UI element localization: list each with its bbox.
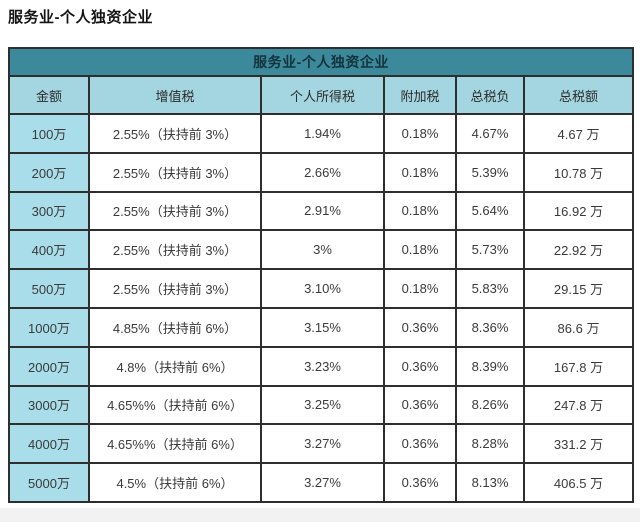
value-cell: 5.64% <box>455 190 525 232</box>
value-cell: 2.55%（扶持前 3%） <box>88 151 262 193</box>
value-cell: 8.39% <box>455 345 525 387</box>
table-row: 5000万 4.5%（扶持前 6%） 3.27% 0.36% 8.13% 406.5 万 <box>8 462 635 503</box>
value-cell: 406.5 万 <box>522 462 635 503</box>
amount-cell: 400万 <box>8 229 90 271</box>
value-cell: 8.28% <box>455 423 525 465</box>
value-cell: 0.18% <box>383 113 457 154</box>
value-cell: 0.18% <box>383 190 457 232</box>
amount-cell: 200万 <box>8 151 90 193</box>
amount-cell: 300万 <box>8 190 90 232</box>
value-cell: 4.65%%（扶持前 6%） <box>88 423 262 465</box>
value-cell: 3.23% <box>260 345 385 387</box>
value-cell: 4.67 万 <box>522 113 635 154</box>
value-cell: 4.5%（扶持前 6%） <box>88 462 262 503</box>
value-cell: 8.13% <box>455 462 525 503</box>
value-cell: 3.10% <box>260 268 385 309</box>
value-cell: 247.8 万 <box>522 384 635 426</box>
table-title-row: 服务业-个人独资企业 <box>7 47 635 77</box>
table-title: 服务业-个人独资企业 <box>7 47 635 77</box>
table-header-row: 金额 增值税 个人所得税 附加税 总税负 总税额 <box>8 75 635 115</box>
value-cell: 167.8 万 <box>522 345 635 387</box>
value-cell: 3.27% <box>260 423 385 465</box>
value-cell: 2.91% <box>260 190 385 232</box>
value-cell: 0.36% <box>383 384 457 426</box>
amount-cell: 5000万 <box>8 462 90 503</box>
column-header-0: 金额 <box>8 75 90 115</box>
value-cell: 0.18% <box>383 268 457 309</box>
value-cell: 2.55%（扶持前 3%） <box>88 190 262 232</box>
value-cell: 29.15 万 <box>522 268 635 309</box>
table-row: 300万 2.55%（扶持前 3%） 2.91% 0.18% 5.64% 16.92 万 <box>8 190 635 232</box>
value-cell: 2.66% <box>260 151 385 193</box>
value-cell: 0.36% <box>383 345 457 387</box>
value-cell: 4.65%%（扶持前 6%） <box>88 384 262 426</box>
value-cell: 1.94% <box>260 113 385 154</box>
column-header-2: 个人所得税 <box>260 75 385 115</box>
bottom-strip <box>0 508 640 522</box>
value-cell: 0.18% <box>383 151 457 193</box>
amount-cell: 3000万 <box>8 384 90 426</box>
amount-cell: 1000万 <box>8 306 90 348</box>
value-cell: 2.55%（扶持前 3%） <box>88 268 262 309</box>
value-cell: 5.39% <box>455 151 525 193</box>
page-title: 服务业-个人独资企业 <box>8 9 153 26</box>
amount-cell: 500万 <box>8 268 90 309</box>
value-cell: 10.78 万 <box>522 151 635 193</box>
table-row: 3000万 4.65%%（扶持前 6%） 3.25% 0.36% 8.26% 247.8 … <box>8 384 635 426</box>
value-cell: 8.26% <box>455 384 525 426</box>
value-cell: 3.25% <box>260 384 385 426</box>
value-cell: 5.83% <box>455 268 525 309</box>
table-row: 2000万 4.8%（扶持前 6%） 3.23% 0.36% 8.39% 167.8 万 <box>8 345 635 387</box>
table-row: 400万 2.55%（扶持前 3%） 3% 0.18% 5.73% 22.92 万 <box>8 229 635 271</box>
column-header-1: 增值税 <box>88 75 262 115</box>
value-cell: 8.36% <box>455 306 525 348</box>
value-cell: 4.85%（扶持前 6%） <box>88 306 262 348</box>
value-cell: 0.18% <box>383 229 457 271</box>
value-cell: 2.55%（扶持前 3%） <box>88 113 262 154</box>
amount-cell: 4000万 <box>8 423 90 465</box>
tax-rate-table: 服务业-个人独资企业 金额 增值税 个人所得税 附加税 总税负 总税额 100万 2.55%… <box>7 47 635 503</box>
table-row: 500万 2.55%（扶持前 3%） 3.10% 0.18% 5.83% 29.15 万 <box>8 268 635 309</box>
table-row: 1000万 4.85%（扶持前 6%） 3.15% 0.36% 8.36% 86.6 万 <box>8 306 635 348</box>
value-cell: 86.6 万 <box>522 306 635 348</box>
column-header-4: 总税负 <box>455 75 525 115</box>
value-cell: 331.2 万 <box>522 423 635 465</box>
table-row: 100万 2.55%（扶持前 3%） 1.94% 0.18% 4.67% 4.67 万 <box>8 113 635 154</box>
column-header-3: 附加税 <box>383 75 457 115</box>
table-body: 100万 2.55%（扶持前 3%） 1.94% 0.18% 4.67% 4.67 万 20… <box>8 113 635 503</box>
amount-cell: 100万 <box>8 113 90 154</box>
table-row: 200万 2.55%（扶持前 3%） 2.66% 0.18% 5.39% 10.78 万 <box>8 151 635 193</box>
value-cell: 4.8%（扶持前 6%） <box>88 345 262 387</box>
table-row: 4000万 4.65%%（扶持前 6%） 3.27% 0.36% 8.28% 331.2 … <box>8 423 635 465</box>
value-cell: 0.36% <box>383 423 457 465</box>
value-cell: 3.15% <box>260 306 385 348</box>
value-cell: 3% <box>260 229 385 271</box>
value-cell: 0.36% <box>383 462 457 503</box>
value-cell: 0.36% <box>383 306 457 348</box>
column-header-5: 总税额 <box>522 75 635 115</box>
value-cell: 22.92 万 <box>522 229 635 271</box>
amount-cell: 2000万 <box>8 345 90 387</box>
value-cell: 16.92 万 <box>522 190 635 232</box>
value-cell: 4.67% <box>455 113 525 154</box>
value-cell: 2.55%（扶持前 3%） <box>88 229 262 271</box>
value-cell: 5.73% <box>455 229 525 271</box>
value-cell: 3.27% <box>260 462 385 503</box>
